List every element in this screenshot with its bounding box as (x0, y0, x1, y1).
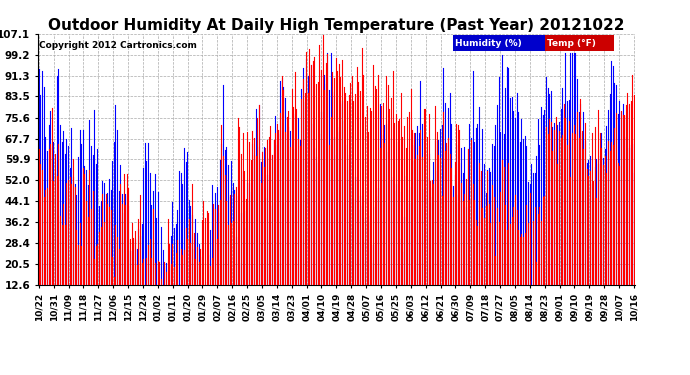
Text: Humidity (%): Humidity (%) (455, 39, 522, 48)
Text: Copyright 2012 Cartronics.com: Copyright 2012 Cartronics.com (39, 41, 197, 50)
Text: Temp (°F): Temp (°F) (547, 39, 596, 48)
FancyBboxPatch shape (453, 35, 545, 51)
Title: Outdoor Humidity At Daily High Temperature (Past Year) 20121022: Outdoor Humidity At Daily High Temperatu… (48, 18, 624, 33)
FancyBboxPatch shape (545, 35, 614, 51)
